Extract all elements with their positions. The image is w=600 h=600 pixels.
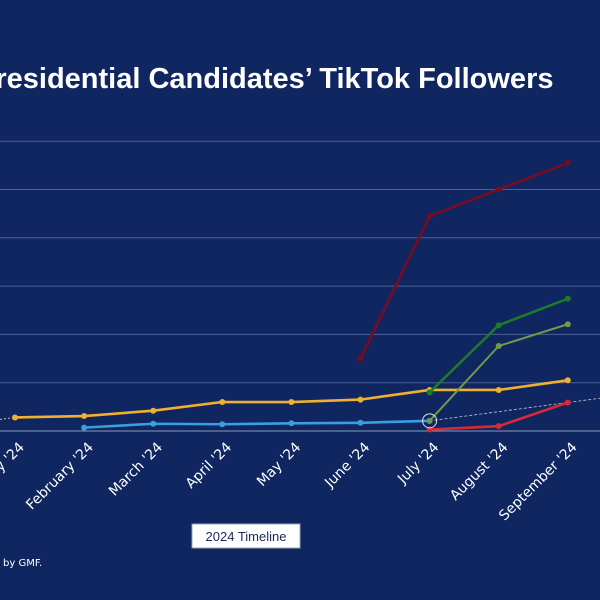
data-point — [564, 399, 571, 406]
data-point — [81, 424, 88, 431]
chart-title: Presidential Candidates’ TikTok Follower… — [0, 63, 553, 95]
data-point — [219, 421, 226, 428]
x-tick-label: January '24 — [0, 439, 28, 507]
data-point — [426, 213, 433, 220]
x-tick-label: April '24 — [183, 439, 235, 491]
series-line-1 — [84, 419, 430, 429]
data-point — [564, 377, 571, 384]
x-tick-label: February '24 — [23, 439, 97, 513]
x-axis-label: 2024 Timeline — [206, 529, 287, 544]
data-point — [357, 355, 364, 362]
data-point — [495, 342, 502, 349]
data-point — [564, 159, 571, 166]
x-tick-label: August '24 — [447, 439, 511, 503]
x-tick-label: July '24 — [394, 439, 442, 487]
trend-line — [429, 397, 600, 422]
x-tick-label: May '24 — [254, 439, 304, 489]
highlight-ring — [422, 413, 438, 429]
source-note: by GMF. — [3, 558, 42, 569]
data-point — [426, 417, 433, 424]
data-point — [495, 322, 502, 329]
data-point — [288, 420, 295, 427]
data-point — [495, 186, 502, 193]
data-point — [357, 419, 364, 426]
x-axis-label-box — [191, 523, 301, 549]
x-tick-label: March '24 — [106, 439, 166, 499]
series-line-0 — [14, 378, 568, 419]
series-line-2 — [359, 161, 569, 360]
data-point — [357, 396, 364, 403]
data-point — [150, 407, 157, 414]
data-point — [426, 389, 433, 396]
data-point — [81, 413, 88, 420]
data-point — [150, 420, 157, 427]
data-point — [495, 423, 502, 430]
data-point — [495, 386, 502, 393]
data-point — [564, 295, 571, 302]
data-point — [12, 414, 18, 421]
x-tick-label: June '24 — [321, 439, 373, 491]
data-point — [219, 399, 226, 406]
data-point — [564, 321, 571, 328]
data-point — [288, 399, 295, 406]
